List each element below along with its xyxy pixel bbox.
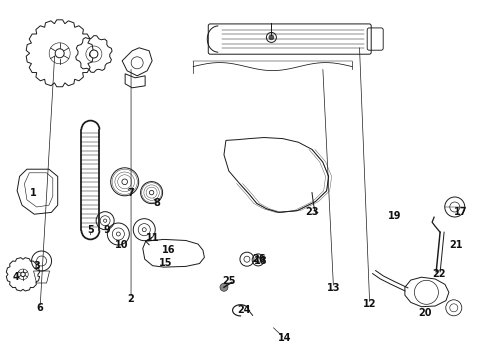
Text: 1: 1 [30, 188, 37, 198]
Circle shape [220, 283, 227, 291]
Circle shape [268, 35, 273, 40]
Text: 16: 16 [162, 245, 175, 255]
Text: 6: 6 [37, 303, 43, 313]
Circle shape [116, 232, 120, 236]
Text: 13: 13 [326, 283, 340, 293]
Circle shape [149, 190, 153, 195]
Circle shape [142, 228, 146, 232]
Text: 23: 23 [305, 207, 318, 217]
Text: 12: 12 [362, 299, 376, 309]
Text: 10: 10 [114, 240, 128, 250]
Text: 5: 5 [87, 225, 94, 235]
Text: 22: 22 [431, 269, 445, 279]
Circle shape [90, 50, 98, 58]
Text: 8: 8 [153, 198, 160, 208]
Text: 26: 26 [252, 254, 265, 264]
Circle shape [103, 219, 106, 222]
Text: 19: 19 [387, 211, 401, 221]
Text: 9: 9 [103, 225, 110, 235]
Text: 18: 18 [253, 256, 267, 266]
Text: 3: 3 [33, 261, 40, 271]
Text: 24: 24 [236, 305, 250, 315]
Text: 14: 14 [277, 333, 291, 343]
Circle shape [122, 179, 127, 185]
Text: 15: 15 [158, 258, 172, 268]
Text: 21: 21 [448, 240, 462, 250]
Text: 11: 11 [145, 233, 159, 243]
Text: 4: 4 [13, 272, 20, 282]
Text: 25: 25 [222, 276, 235, 286]
Text: 20: 20 [418, 308, 431, 318]
Circle shape [20, 272, 25, 276]
Text: 2: 2 [127, 294, 134, 304]
Text: 7: 7 [127, 188, 134, 198]
Text: 17: 17 [453, 207, 467, 217]
Circle shape [55, 49, 64, 58]
